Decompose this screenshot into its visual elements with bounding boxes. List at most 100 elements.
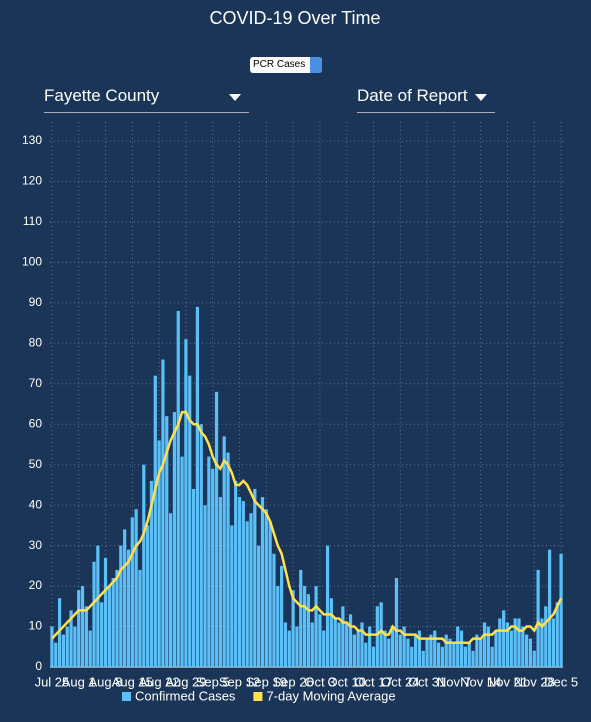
bar	[536, 569, 540, 667]
x-tick-label: Oct 3	[304, 674, 335, 689]
x-tick-label: Sep 5	[196, 674, 230, 689]
x-tick-label: Sep 12	[219, 674, 260, 689]
x-tick-label: Oct 24	[381, 674, 419, 689]
bar	[176, 310, 180, 667]
x-tick-label: Aug 1	[62, 674, 96, 689]
bar	[168, 513, 173, 667]
bar	[142, 464, 146, 667]
bar	[302, 586, 307, 667]
date-dropdown[interactable]: Date of Report	[357, 86, 495, 113]
x-tick-label: Nov 21	[487, 674, 528, 689]
bar	[111, 577, 115, 667]
county-text: Fayette County	[44, 86, 160, 105]
bar	[341, 606, 345, 667]
bar	[444, 634, 448, 667]
bar	[310, 622, 314, 667]
bar	[230, 525, 234, 667]
bar	[295, 626, 299, 667]
bar	[513, 618, 517, 667]
bar	[479, 638, 483, 667]
bar	[348, 614, 353, 667]
metric-select[interactable]: PCR Cases	[250, 57, 322, 73]
x-tick-label: Aug 22	[139, 674, 180, 689]
bar	[532, 650, 536, 667]
bar	[352, 634, 356, 667]
bar	[84, 606, 88, 667]
bar	[54, 642, 58, 667]
bar	[157, 440, 161, 667]
bar	[96, 545, 100, 667]
y-tick-label: 120	[22, 174, 42, 188]
bar	[502, 610, 506, 667]
bar	[149, 480, 154, 667]
bar	[218, 497, 222, 667]
bar	[138, 569, 142, 667]
bar	[119, 545, 123, 667]
x-tick-label: Aug 8	[89, 674, 123, 689]
bar	[165, 416, 169, 667]
bar	[391, 626, 395, 667]
bar	[50, 626, 54, 667]
bar	[92, 561, 96, 667]
bar	[253, 488, 257, 667]
y-tick-label: 130	[22, 133, 42, 147]
bar	[322, 630, 326, 667]
bar	[314, 586, 318, 667]
bar	[234, 480, 238, 667]
y-tick-label: 0	[35, 659, 42, 673]
bar	[153, 375, 157, 667]
y-tick-label: 100	[22, 255, 42, 269]
bar	[555, 602, 559, 667]
bar	[509, 630, 513, 667]
bar	[494, 630, 498, 667]
bar	[379, 602, 383, 667]
bar	[448, 638, 452, 667]
bar	[425, 638, 429, 667]
bar	[226, 452, 230, 667]
bar	[398, 634, 402, 667]
bar	[528, 638, 533, 667]
bar	[540, 618, 544, 667]
county-dropdown[interactable]: Fayette County	[44, 86, 249, 113]
bar	[126, 549, 131, 667]
bar	[456, 626, 460, 667]
select-button	[310, 57, 322, 73]
legend-label: Confirmed Cases	[135, 688, 236, 703]
x-tick-label: Sep 26	[272, 674, 313, 689]
legend-swatch	[122, 692, 131, 701]
y-tick-label: 70	[29, 376, 43, 390]
bar	[452, 642, 456, 667]
x-tick-label: Aug 29	[165, 674, 206, 689]
bar	[414, 634, 418, 667]
bar	[371, 646, 376, 667]
bar	[368, 626, 372, 667]
moving-average-line	[51, 410, 563, 644]
bar	[402, 626, 406, 667]
legend-label: 7-day Moving Average	[266, 688, 395, 703]
bar	[272, 553, 276, 667]
bar	[475, 634, 479, 667]
bar	[222, 436, 226, 667]
metric-text: PCR Cases	[253, 59, 306, 70]
bar	[394, 577, 399, 667]
y-tick-label: 110	[23, 214, 42, 228]
bar	[184, 339, 188, 667]
bar	[299, 569, 303, 667]
bar	[459, 630, 464, 667]
bar	[57, 598, 62, 667]
bar	[180, 456, 184, 667]
bar	[329, 598, 333, 667]
bar	[375, 606, 379, 667]
bar	[88, 630, 92, 667]
bar	[65, 626, 69, 667]
bar	[237, 497, 242, 667]
bar	[172, 412, 177, 667]
bar	[325, 545, 330, 667]
bar	[559, 553, 563, 667]
bar	[436, 642, 441, 667]
bar	[100, 602, 104, 667]
bar	[364, 642, 368, 667]
bar	[387, 638, 391, 667]
bar	[211, 468, 215, 667]
x-tick-label: Nov 14	[460, 674, 501, 689]
